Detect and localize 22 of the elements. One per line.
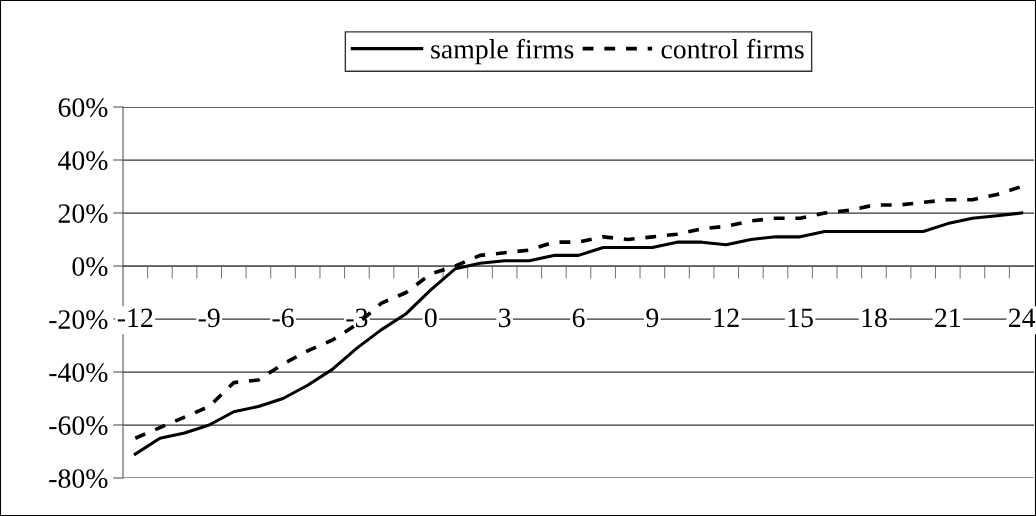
- x-tick-label: 9: [646, 308, 659, 328]
- y-tick-label: -60%: [49, 416, 108, 435]
- x-tick-label: 24: [1009, 308, 1036, 327]
- x-tick-label: 15: [788, 308, 813, 328]
- y-tick-label: 40%: [58, 151, 108, 170]
- x-tick-label: 21: [935, 308, 961, 327]
- legend-label: control firms: [661, 38, 804, 59]
- y-tick-label: -20%: [49, 310, 108, 329]
- x-tick-label: 18: [862, 308, 887, 328]
- x-tick-label: -12: [117, 308, 153, 327]
- x-tick-label: -9: [198, 308, 220, 328]
- x-tick-label: 0: [424, 308, 437, 328]
- y-tick-label: -80%: [49, 469, 108, 488]
- y-tick-label: 60%: [58, 98, 108, 117]
- y-tick-label: 20%: [58, 204, 108, 223]
- y-tick-label: 0%: [72, 257, 108, 276]
- legend-label: sample firms: [431, 38, 574, 65]
- x-tick-label: 3: [499, 308, 511, 328]
- x-tick-label: 6: [572, 308, 585, 328]
- x-tick-label: -6: [272, 308, 294, 328]
- y-tick-label: -40%: [49, 363, 108, 382]
- x-tick-label: 12: [714, 308, 739, 327]
